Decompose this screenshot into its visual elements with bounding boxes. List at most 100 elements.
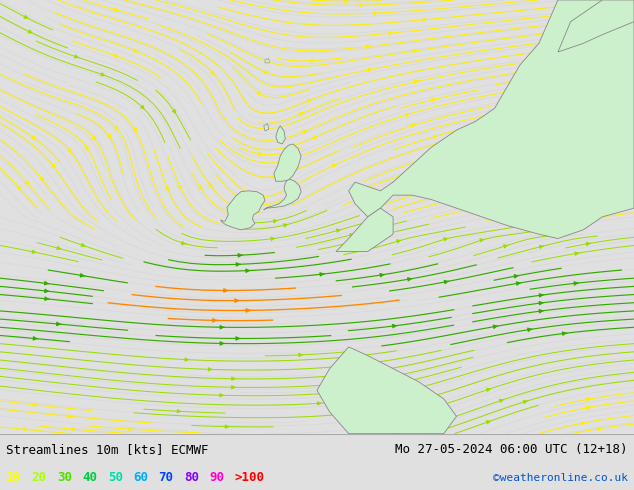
FancyArrowPatch shape bbox=[575, 154, 579, 158]
Polygon shape bbox=[558, 0, 634, 52]
FancyArrowPatch shape bbox=[40, 177, 43, 181]
FancyArrowPatch shape bbox=[264, 71, 269, 73]
FancyArrowPatch shape bbox=[52, 164, 55, 168]
FancyArrowPatch shape bbox=[486, 388, 491, 392]
FancyArrowPatch shape bbox=[597, 427, 602, 431]
Polygon shape bbox=[274, 144, 301, 181]
FancyArrowPatch shape bbox=[72, 427, 76, 431]
FancyArrowPatch shape bbox=[444, 280, 449, 284]
Polygon shape bbox=[265, 58, 269, 63]
FancyArrowPatch shape bbox=[575, 122, 579, 125]
FancyArrowPatch shape bbox=[81, 273, 85, 277]
FancyArrowPatch shape bbox=[493, 325, 498, 328]
FancyArrowPatch shape bbox=[423, 18, 427, 22]
FancyArrowPatch shape bbox=[224, 289, 228, 292]
FancyArrowPatch shape bbox=[307, 99, 311, 102]
FancyArrowPatch shape bbox=[345, 0, 349, 3]
FancyArrowPatch shape bbox=[246, 269, 250, 272]
FancyArrowPatch shape bbox=[564, 106, 568, 110]
FancyArrowPatch shape bbox=[57, 246, 61, 249]
FancyArrowPatch shape bbox=[380, 273, 385, 277]
FancyArrowPatch shape bbox=[480, 239, 484, 242]
FancyArrowPatch shape bbox=[539, 294, 544, 297]
FancyArrowPatch shape bbox=[242, 198, 246, 202]
FancyArrowPatch shape bbox=[299, 113, 303, 116]
FancyArrowPatch shape bbox=[320, 273, 325, 276]
FancyArrowPatch shape bbox=[311, 59, 315, 63]
FancyArrowPatch shape bbox=[45, 289, 49, 293]
FancyArrowPatch shape bbox=[598, 192, 602, 195]
FancyArrowPatch shape bbox=[432, 98, 436, 101]
FancyArrowPatch shape bbox=[23, 428, 28, 431]
FancyArrowPatch shape bbox=[318, 402, 321, 405]
FancyArrowPatch shape bbox=[598, 216, 602, 219]
FancyArrowPatch shape bbox=[527, 328, 533, 331]
Text: 40: 40 bbox=[82, 471, 98, 484]
FancyArrowPatch shape bbox=[373, 12, 378, 15]
Polygon shape bbox=[317, 347, 456, 434]
FancyArrowPatch shape bbox=[445, 192, 450, 196]
FancyArrowPatch shape bbox=[283, 224, 288, 227]
FancyArrowPatch shape bbox=[444, 238, 448, 241]
FancyArrowPatch shape bbox=[56, 322, 61, 325]
FancyArrowPatch shape bbox=[337, 229, 341, 232]
FancyArrowPatch shape bbox=[44, 282, 49, 285]
FancyArrowPatch shape bbox=[389, 32, 393, 35]
FancyArrowPatch shape bbox=[564, 98, 567, 101]
FancyArrowPatch shape bbox=[392, 324, 397, 328]
FancyArrowPatch shape bbox=[445, 200, 450, 203]
FancyArrowPatch shape bbox=[415, 80, 419, 83]
FancyArrowPatch shape bbox=[397, 240, 401, 243]
FancyArrowPatch shape bbox=[539, 310, 544, 313]
Text: 60: 60 bbox=[133, 471, 148, 484]
FancyArrowPatch shape bbox=[303, 130, 307, 133]
Text: 80: 80 bbox=[184, 471, 199, 484]
FancyArrowPatch shape bbox=[33, 337, 38, 340]
FancyArrowPatch shape bbox=[586, 242, 591, 245]
FancyArrowPatch shape bbox=[500, 399, 504, 402]
FancyArrowPatch shape bbox=[172, 110, 176, 113]
Text: 70: 70 bbox=[158, 471, 174, 484]
FancyArrowPatch shape bbox=[273, 220, 278, 223]
FancyArrowPatch shape bbox=[273, 175, 276, 178]
FancyArrowPatch shape bbox=[133, 49, 137, 52]
FancyArrowPatch shape bbox=[133, 128, 136, 132]
FancyArrowPatch shape bbox=[178, 410, 181, 413]
FancyArrowPatch shape bbox=[434, 179, 439, 182]
FancyArrowPatch shape bbox=[575, 130, 579, 133]
FancyArrowPatch shape bbox=[575, 211, 579, 215]
FancyArrowPatch shape bbox=[101, 73, 105, 76]
FancyArrowPatch shape bbox=[313, 136, 317, 139]
FancyArrowPatch shape bbox=[246, 309, 250, 312]
FancyArrowPatch shape bbox=[271, 237, 275, 241]
FancyArrowPatch shape bbox=[503, 245, 508, 248]
FancyArrowPatch shape bbox=[114, 8, 119, 11]
FancyArrowPatch shape bbox=[372, 235, 376, 239]
FancyArrowPatch shape bbox=[92, 137, 96, 140]
FancyArrowPatch shape bbox=[359, 3, 364, 7]
FancyArrowPatch shape bbox=[377, 408, 382, 411]
FancyArrowPatch shape bbox=[575, 147, 579, 149]
FancyArrowPatch shape bbox=[350, 234, 354, 237]
FancyArrowPatch shape bbox=[220, 393, 224, 397]
FancyArrowPatch shape bbox=[552, 207, 557, 210]
FancyArrowPatch shape bbox=[366, 45, 370, 49]
FancyArrowPatch shape bbox=[45, 297, 49, 300]
FancyArrowPatch shape bbox=[17, 186, 21, 190]
FancyArrowPatch shape bbox=[486, 421, 490, 424]
FancyArrowPatch shape bbox=[424, 166, 428, 169]
Polygon shape bbox=[336, 208, 393, 251]
Polygon shape bbox=[221, 191, 265, 230]
FancyArrowPatch shape bbox=[114, 54, 118, 57]
FancyArrowPatch shape bbox=[74, 55, 79, 58]
FancyArrowPatch shape bbox=[563, 90, 567, 93]
FancyArrowPatch shape bbox=[581, 422, 585, 425]
FancyArrowPatch shape bbox=[141, 105, 144, 109]
FancyArrowPatch shape bbox=[231, 377, 236, 380]
FancyArrowPatch shape bbox=[81, 244, 85, 246]
FancyArrowPatch shape bbox=[406, 113, 410, 117]
FancyArrowPatch shape bbox=[451, 138, 455, 142]
FancyArrowPatch shape bbox=[586, 398, 591, 401]
FancyArrowPatch shape bbox=[575, 163, 579, 166]
FancyArrowPatch shape bbox=[213, 318, 217, 322]
